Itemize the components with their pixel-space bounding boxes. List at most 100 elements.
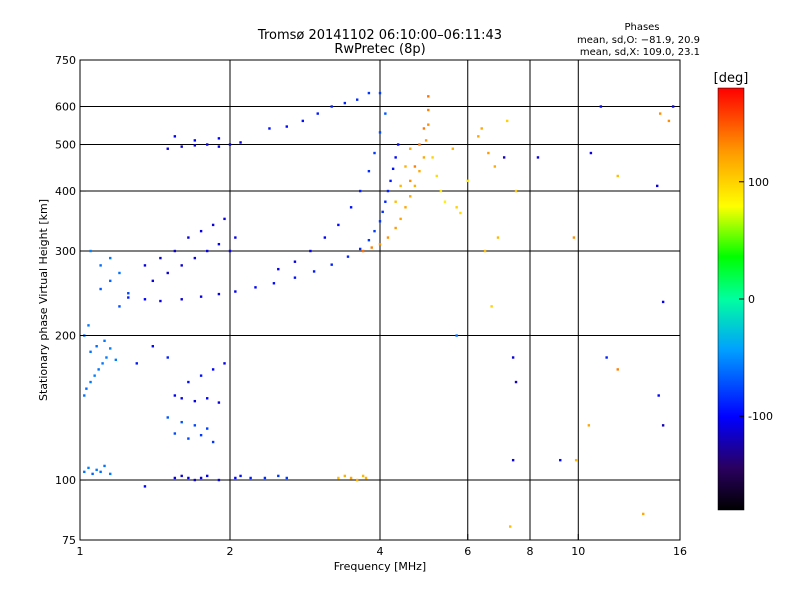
data-point xyxy=(301,119,305,123)
data-point xyxy=(263,476,267,480)
data-point xyxy=(187,236,190,239)
data-point xyxy=(358,189,362,193)
x-tick-label: 2 xyxy=(227,545,234,558)
data-point xyxy=(127,296,130,299)
data-point xyxy=(103,339,106,343)
colorbar-label: [deg] xyxy=(714,71,749,86)
y-axis-label: Stationary phase Virtual Height [km] xyxy=(37,199,50,401)
data-point xyxy=(349,476,353,480)
data-point xyxy=(173,476,177,480)
x-tick-label: 1 xyxy=(77,545,84,558)
data-point xyxy=(396,143,400,146)
data-point xyxy=(394,156,397,159)
data-point xyxy=(480,127,483,130)
data-point xyxy=(199,295,203,298)
data-point xyxy=(496,236,500,239)
data-point xyxy=(193,399,197,403)
data-point xyxy=(228,143,232,146)
data-point xyxy=(151,279,155,283)
data-point xyxy=(234,236,237,239)
y-tick-label: 600 xyxy=(55,101,76,114)
data-point xyxy=(285,476,288,480)
data-point xyxy=(384,112,387,115)
data-point xyxy=(103,464,106,468)
data-point xyxy=(151,345,155,348)
data-point xyxy=(254,286,257,289)
data-point xyxy=(373,229,376,233)
data-point xyxy=(87,324,90,327)
data-point xyxy=(330,105,333,108)
data-point xyxy=(346,255,350,258)
data-point xyxy=(661,424,665,427)
data-point xyxy=(378,91,382,95)
chart-title: Tromsø 20141102 06:10:00–06:11:43 xyxy=(257,28,502,43)
data-point xyxy=(358,247,362,251)
data-point xyxy=(173,135,177,138)
colorbar-tick-label: 0 xyxy=(748,293,755,306)
data-point xyxy=(205,249,209,253)
y-tick-label: 300 xyxy=(55,245,76,258)
data-point xyxy=(487,151,490,155)
data-point xyxy=(409,147,412,150)
x-axis-label: Frequency [MHz] xyxy=(334,560,426,573)
data-point xyxy=(99,287,102,291)
data-point xyxy=(217,137,221,140)
data-point xyxy=(658,112,662,115)
legend-line-x: mean, sd,X: 109.0, 23.1 xyxy=(580,47,700,58)
data-point xyxy=(536,156,540,159)
data-point xyxy=(180,298,183,301)
data-point xyxy=(386,189,390,193)
data-point xyxy=(83,394,86,397)
data-point xyxy=(199,476,203,480)
data-point xyxy=(399,217,402,221)
data-point xyxy=(180,145,183,148)
data-point xyxy=(572,236,576,239)
data-point xyxy=(293,276,297,279)
data-point xyxy=(205,397,209,400)
data-point xyxy=(89,350,92,353)
data-point xyxy=(166,147,169,150)
data-point xyxy=(330,263,333,266)
data-point xyxy=(505,119,509,123)
grid-layer xyxy=(80,60,680,540)
data-point xyxy=(234,476,237,480)
data-point xyxy=(394,200,397,203)
data-point xyxy=(249,476,252,480)
y-tick-label: 750 xyxy=(55,54,76,67)
data-point xyxy=(439,189,443,193)
data-point xyxy=(381,210,384,214)
data-point xyxy=(361,249,365,253)
data-point xyxy=(93,374,96,377)
chart-subtitle: RwPretec (8p) xyxy=(334,42,425,57)
data-point xyxy=(211,440,215,444)
data-point xyxy=(99,470,102,474)
data-point xyxy=(211,223,215,227)
data-point xyxy=(105,356,108,359)
data-point xyxy=(443,200,447,203)
data-point xyxy=(187,476,190,480)
data-point xyxy=(616,174,619,178)
data-point xyxy=(451,147,455,150)
data-point xyxy=(616,368,619,371)
y-tick-label: 100 xyxy=(55,474,76,487)
data-point xyxy=(87,466,90,470)
data-point xyxy=(159,256,162,260)
data-point xyxy=(109,472,112,476)
data-point xyxy=(193,139,197,142)
data-point xyxy=(661,300,665,304)
data-point xyxy=(404,165,407,168)
data-point xyxy=(493,165,497,168)
data-point xyxy=(217,242,221,246)
data-point xyxy=(127,292,130,295)
data-point xyxy=(228,249,232,253)
data-point xyxy=(514,380,518,384)
data-point xyxy=(199,374,203,377)
data-point xyxy=(199,433,203,437)
data-point xyxy=(239,474,242,478)
data-point xyxy=(508,525,512,528)
data-point xyxy=(424,139,428,142)
data-point xyxy=(373,151,376,155)
data-point xyxy=(466,179,469,183)
x-tick-label: 10 xyxy=(571,545,585,558)
